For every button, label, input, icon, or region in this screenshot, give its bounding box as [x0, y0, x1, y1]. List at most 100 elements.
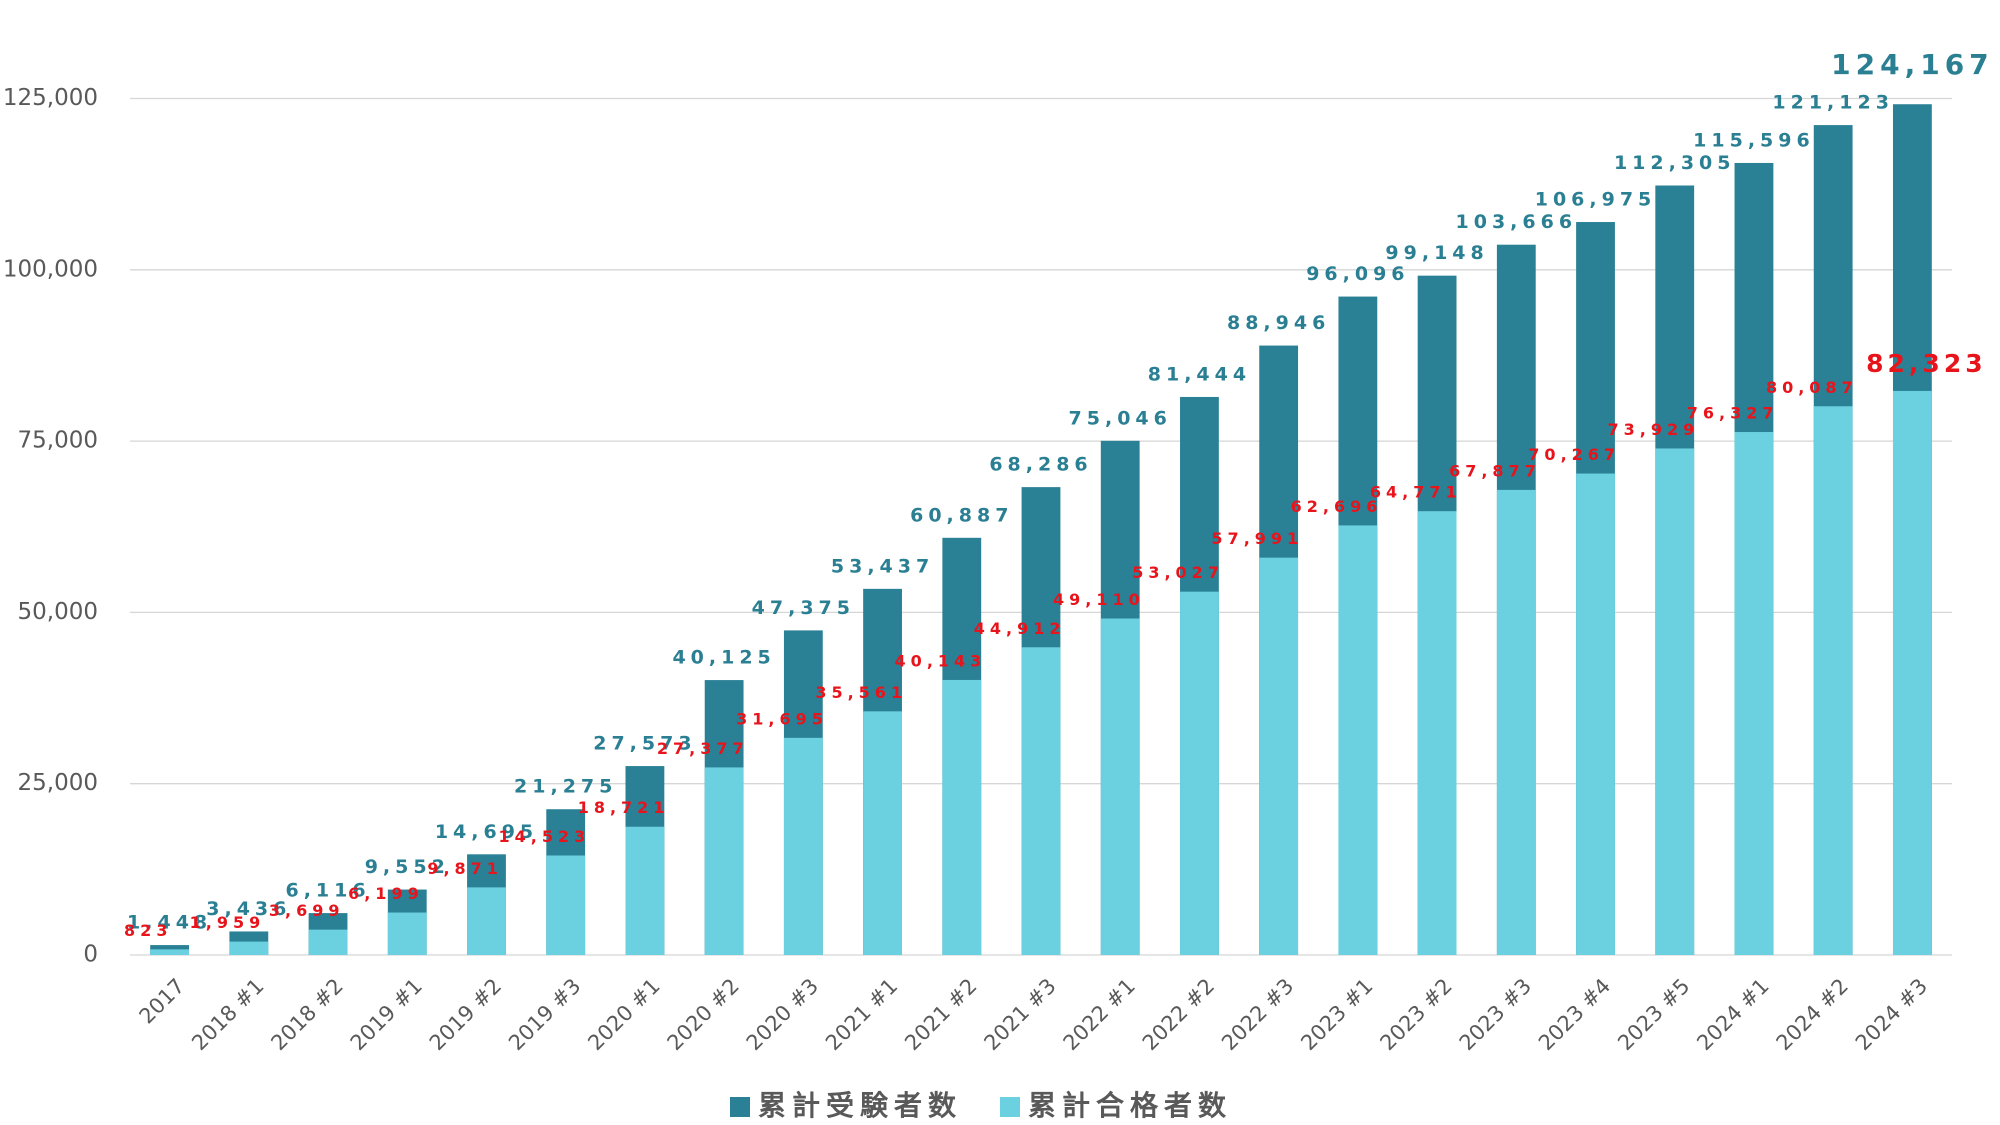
bar [1417, 511, 1457, 955]
data-label: 6,116 [285, 880, 370, 902]
data-label: 73,929 [1608, 420, 1700, 439]
data-label: 14,695 [435, 821, 538, 843]
data-label: 82,323 [1866, 349, 1986, 378]
data-label: 6,199 [348, 884, 424, 903]
x-tick-label: 2021 #2 [900, 974, 981, 1055]
bar [150, 949, 190, 955]
legend-swatch [1000, 1097, 1020, 1117]
data-label: 27,573 [593, 733, 696, 755]
legend-label: 累計合格者数 [1028, 1089, 1232, 1122]
legend-label: 累計受験者数 [758, 1089, 962, 1122]
x-tick-label: 2017 [135, 974, 190, 1029]
x-tick-label: 2023 #1 [1296, 974, 1377, 1055]
data-label: 9,871 [427, 859, 503, 878]
data-label: 18,721 [578, 798, 670, 817]
x-tick-label: 2018 #2 [266, 974, 347, 1055]
data-label: 75,046 [1069, 407, 1172, 429]
bar [546, 855, 586, 955]
data-label: 60,887 [910, 504, 1013, 526]
data-label: 103,666 [1456, 211, 1578, 233]
bar [387, 912, 427, 955]
data-label: 88,946 [1227, 312, 1330, 334]
bar [1576, 473, 1615, 955]
data-label: 31,695 [736, 709, 828, 728]
y-tick-label: 0 [83, 942, 98, 968]
data-label: 44,912 [974, 619, 1066, 638]
data-label: 70,267 [1528, 445, 1620, 464]
data-label: 3,436 [206, 898, 291, 920]
x-tick-label: 2020 #1 [583, 974, 664, 1055]
data-label: 47,375 [752, 597, 855, 619]
bar [1338, 525, 1378, 955]
data-label: 124,167 [1831, 48, 1994, 81]
bar [1100, 618, 1140, 955]
bar [1655, 448, 1695, 955]
data-label: 81,444 [1148, 363, 1251, 385]
y-tick-label: 75,000 [18, 428, 98, 454]
data-label: 68,286 [989, 454, 1092, 476]
y-tick-label: 50,000 [18, 599, 98, 625]
x-tick-label: 2020 #3 [742, 974, 823, 1055]
x-tick-label: 2021 #3 [979, 974, 1060, 1055]
data-label: 67,877 [1449, 461, 1541, 480]
x-tick-label: 2024 #2 [1772, 974, 1853, 1055]
bar [1496, 489, 1536, 955]
data-label: 1,959 [190, 913, 266, 932]
bar [1813, 406, 1853, 955]
data-label: 115,596 [1693, 129, 1815, 151]
bar [1180, 591, 1219, 955]
y-tick-label: 100,000 [3, 256, 98, 282]
data-label: 80,087 [1766, 378, 1858, 397]
bar [783, 737, 823, 955]
data-label: 53,437 [831, 555, 934, 577]
x-tick-label: 2019 #3 [504, 974, 585, 1055]
data-label: 14,523 [498, 827, 590, 846]
data-label: 53,027 [1132, 563, 1224, 582]
x-tick-label: 2019 #2 [425, 974, 506, 1055]
data-label: 27,377 [657, 739, 749, 758]
bar [863, 711, 902, 955]
x-tick-label: 2023 #5 [1613, 974, 1694, 1055]
data-label: 106,975 [1535, 189, 1657, 211]
data-label: 64,771 [1370, 483, 1462, 502]
y-tick-label: 25,000 [18, 770, 98, 796]
bar [1892, 390, 1932, 955]
data-label: 99,148 [1385, 242, 1488, 264]
x-tick-label: 2023 #3 [1455, 974, 1536, 1055]
x-tick-label: 2020 #2 [663, 974, 744, 1055]
x-tick-label: 2022 #1 [1059, 974, 1140, 1055]
x-tick-label: 2022 #2 [1138, 974, 1219, 1055]
y-tick-label: 125,000 [3, 85, 98, 111]
bar [1021, 647, 1061, 955]
bar [1734, 432, 1774, 956]
x-tick-label: 2023 #2 [1375, 974, 1456, 1055]
data-label: 112,305 [1614, 152, 1736, 174]
data-label: 76,327 [1687, 404, 1779, 423]
bar [704, 767, 744, 955]
bar [625, 826, 665, 955]
data-label: 35,561 [815, 683, 907, 702]
data-label: 3,699 [269, 901, 345, 920]
data-label: 96,096 [1306, 263, 1409, 285]
x-tick-label: 2018 #1 [187, 974, 268, 1055]
x-tick-label: 2022 #3 [1217, 974, 1298, 1055]
x-tick-label: 2023 #4 [1534, 974, 1615, 1055]
legend-swatch [730, 1097, 750, 1117]
data-label: 21,275 [514, 776, 617, 798]
bar [229, 941, 269, 955]
data-label: 1,448 [127, 912, 212, 934]
data-label: 40,143 [895, 651, 987, 670]
bar [1259, 557, 1299, 955]
x-tick-label: 2024 #3 [1851, 974, 1932, 1055]
data-label: 49,110 [1053, 590, 1145, 609]
data-label: 40,125 [672, 647, 775, 669]
bar [942, 679, 982, 955]
bar [308, 929, 348, 955]
x-tick-label: 2021 #1 [821, 974, 902, 1055]
x-tick-label: 2019 #1 [346, 974, 427, 1055]
data-label: 823 [124, 921, 172, 940]
data-label: 57,991 [1211, 529, 1303, 548]
data-label: 62,696 [1291, 497, 1383, 516]
bar [467, 887, 506, 955]
